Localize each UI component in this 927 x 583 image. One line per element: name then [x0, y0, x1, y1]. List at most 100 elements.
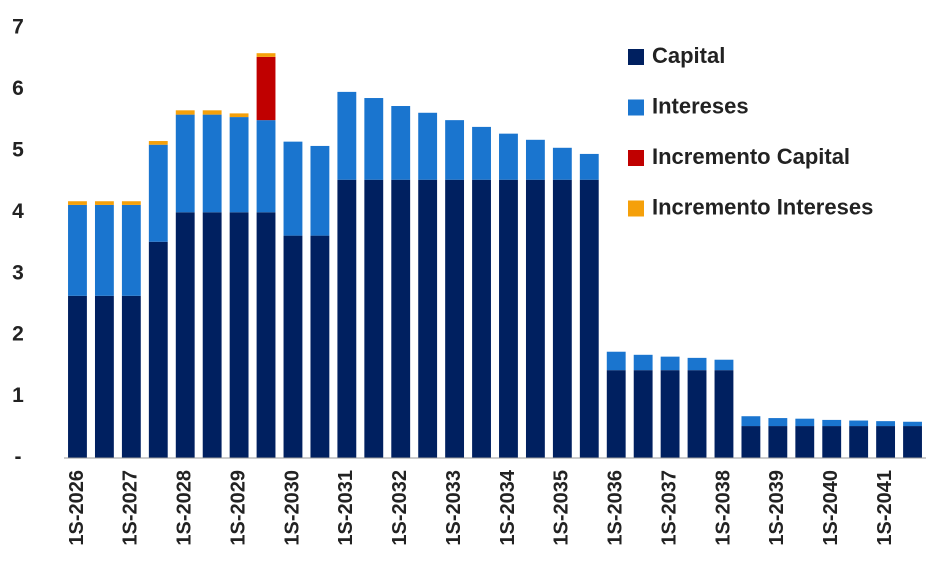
bar-segment: [714, 370, 734, 458]
bar-segment: [822, 419, 842, 427]
legend-label: Capital: [652, 43, 725, 68]
bar-segment: [148, 144, 168, 242]
bar-segment: [876, 426, 896, 458]
bar-segment: [849, 420, 869, 427]
bar-segment: [229, 113, 249, 118]
y-tick-label: 7: [12, 16, 24, 39]
x-tick-label: 1S-2031: [335, 470, 357, 546]
bar-segment: [337, 91, 357, 180]
bar-segment: [229, 212, 249, 458]
legend-label: Incremento Capital: [652, 144, 850, 169]
bar-segment: [391, 106, 411, 180]
bar-segment: [660, 356, 680, 371]
bar-segment: [903, 426, 922, 458]
x-tick-label: 1S-2028: [174, 470, 196, 546]
bar-segment: [310, 145, 330, 236]
x-tick-label: 1S-2026: [66, 470, 88, 546]
y-tick-label: 6: [12, 77, 24, 100]
bar-segment: [202, 114, 222, 213]
bar-segment: [579, 179, 599, 458]
x-tick-label: 1S-2034: [497, 469, 519, 545]
bar-segment: [94, 204, 114, 296]
bar-segment: [768, 426, 788, 458]
bar-segment: [445, 179, 465, 458]
bar-segment: [552, 147, 572, 180]
bar-segment: [94, 201, 114, 205]
bar-segment: [903, 421, 922, 427]
bar-segment: [68, 295, 87, 458]
bar-segment: [741, 416, 761, 427]
bar-segment: [310, 235, 330, 458]
bar-segment: [445, 120, 465, 180]
bar-segment: [256, 53, 276, 57]
bar-segment: [418, 112, 438, 180]
x-tick-label: 1S-2037: [658, 470, 680, 546]
bar-segment: [606, 351, 626, 371]
x-tick-label: 1S-2032: [389, 470, 411, 546]
bar-segment: [418, 179, 438, 458]
bar-segment: [175, 114, 195, 213]
legend-swatch: [628, 49, 644, 65]
bar-segment: [94, 295, 114, 458]
x-tick-label: 1S-2038: [712, 470, 734, 546]
bar-segment: [795, 426, 815, 458]
legend-label: Incremento Intereses: [652, 194, 873, 219]
x-tick-label: 1S-2041: [874, 470, 896, 546]
bar-segment: [256, 56, 276, 121]
bar-segment: [202, 110, 222, 115]
bar-segment: [876, 421, 896, 427]
bar-segment: [364, 98, 384, 180]
bar-segment: [283, 141, 303, 236]
bar-segment: [768, 418, 788, 427]
x-tick-label: 1S-2033: [443, 470, 465, 546]
bar-segment: [202, 212, 222, 458]
bar-segment: [472, 179, 491, 458]
y-tick-label: 3: [12, 261, 24, 284]
bar-segment: [121, 201, 141, 205]
y-tick-label: 2: [12, 323, 24, 346]
x-tick-label: 1S-2027: [120, 470, 142, 546]
x-tick-label: 1S-2036: [605, 470, 627, 546]
bar-segment: [68, 204, 87, 296]
bar-segment: [525, 139, 545, 180]
x-tick-label: 1S-2039: [766, 470, 788, 546]
bar-segment: [795, 418, 815, 427]
bar-segment: [391, 179, 411, 458]
bar-segment: [822, 426, 842, 458]
bar-segment: [579, 153, 599, 180]
bar-segment: [256, 120, 276, 213]
bar-segment: [660, 370, 680, 458]
y-tick-label: -: [15, 446, 22, 469]
bar-segment: [175, 212, 195, 458]
bar-segment: [552, 179, 572, 458]
legend-swatch: [628, 200, 644, 217]
bar-segment: [121, 204, 141, 296]
bar-segment: [337, 179, 357, 458]
bar-segment: [741, 426, 761, 458]
y-tick-label: 4: [12, 200, 24, 223]
legend-label: Intereses: [652, 93, 749, 118]
bar-segment: [283, 235, 303, 458]
bar-segment: [499, 179, 518, 458]
bar-segment: [121, 295, 141, 458]
bar-segment: [633, 370, 653, 458]
bar-segment: [525, 179, 545, 458]
x-tick-label: 1S-2040: [820, 470, 842, 546]
bar-segment: [229, 117, 249, 213]
bar-segment: [175, 110, 195, 115]
bar-segment: [499, 133, 518, 180]
bar-segment: [606, 370, 626, 458]
bar-segment: [472, 126, 491, 180]
bar-segment: [148, 241, 168, 458]
bar-segment: [849, 426, 869, 458]
y-tick-label: 1: [12, 384, 24, 407]
legend-swatch: [628, 99, 644, 116]
x-tick-label: 1S-2029: [227, 470, 249, 546]
bar-segment: [68, 201, 87, 205]
legend-swatch: [628, 150, 644, 166]
bar-segment: [256, 212, 276, 458]
y-tick-label: 5: [12, 138, 24, 161]
x-tick-label: 1S-2035: [551, 470, 573, 546]
bar-segment: [714, 359, 734, 371]
